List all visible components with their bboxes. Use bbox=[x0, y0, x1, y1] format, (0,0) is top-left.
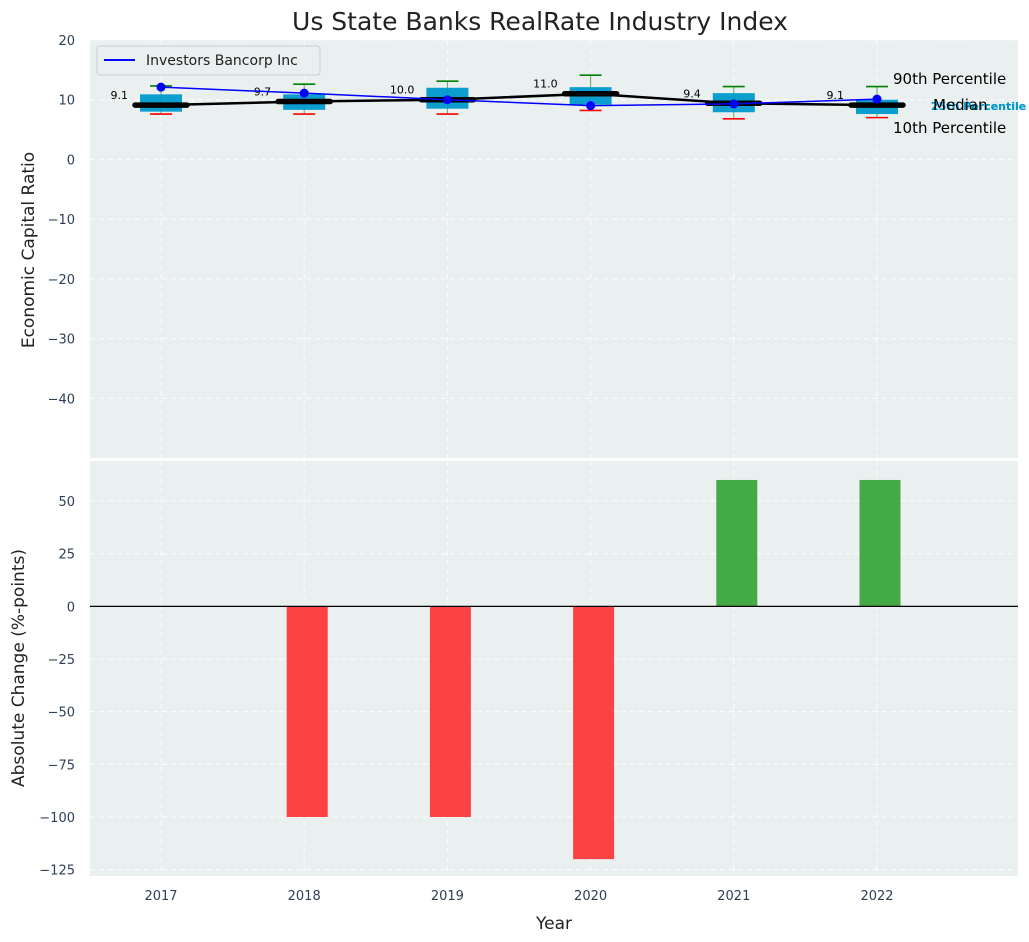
median-value-label: 10.0 bbox=[390, 84, 415, 97]
top-y-tick-label: 0 bbox=[67, 153, 75, 168]
company-series-point bbox=[586, 101, 596, 111]
company-series-line bbox=[160, 86, 878, 107]
p10-annotation: 10th Percentile bbox=[893, 119, 1006, 137]
x-tick-label: 2021 bbox=[717, 889, 750, 904]
top-y-tick-label: −40 bbox=[48, 392, 75, 407]
median-value-label: 9.4 bbox=[683, 87, 701, 100]
x-tick-label: 2017 bbox=[144, 889, 177, 904]
median-value-label: 11.0 bbox=[533, 78, 558, 91]
change-bar bbox=[429, 606, 471, 818]
company-series-point bbox=[299, 88, 309, 98]
p25-annotation: 25th Percentile bbox=[931, 100, 1026, 113]
x-axis-title: Year bbox=[535, 914, 572, 934]
median-value-label: 9.1 bbox=[827, 89, 845, 102]
change-bar bbox=[573, 606, 615, 860]
p90-annotation: 90th Percentile bbox=[893, 70, 1006, 88]
company-series-point bbox=[729, 99, 739, 109]
company-series-point bbox=[156, 82, 166, 92]
top-y-tick-label: 20 bbox=[58, 34, 75, 49]
x-tick-label: 2019 bbox=[431, 889, 464, 904]
p75-annotation: 75th Percentile bbox=[931, 100, 1026, 113]
bottom-y-tick-label: −100 bbox=[39, 811, 75, 826]
top-y-tick-label: −20 bbox=[48, 273, 75, 288]
change-bar bbox=[286, 606, 328, 818]
legend-box bbox=[96, 45, 321, 76]
bottom-y-tick-label: 50 bbox=[58, 495, 75, 510]
bottom-y-tick-label: −125 bbox=[39, 864, 75, 879]
chart-marks: 20 10 0 −10 −20 −30 −40 50 25 0 −25 −50 −75 −100 −125 2… bbox=[39, 34, 1026, 904]
top-y-tick-label: −30 bbox=[48, 333, 75, 348]
bottom-y-tick-label: 0 bbox=[67, 600, 75, 615]
company-series-point bbox=[442, 95, 452, 105]
x-tick-label: 2018 bbox=[288, 889, 321, 904]
change-bar bbox=[859, 479, 901, 607]
legend-label: Investors Bancorp Inc bbox=[146, 53, 298, 69]
chart-title: Us State Banks RealRate Industry Index bbox=[292, 7, 788, 36]
median-annotation: Median bbox=[933, 96, 988, 114]
bottom-y-tick-label: 25 bbox=[58, 548, 75, 563]
bottom-y-axis-title: Absolute Change (%-points) bbox=[9, 549, 29, 787]
bottom-y-tick-label: −50 bbox=[48, 706, 75, 721]
change-bar bbox=[716, 479, 758, 607]
x-tick-label: 2020 bbox=[574, 889, 607, 904]
company-series-point bbox=[872, 94, 882, 104]
top-y-tick-label: −10 bbox=[48, 213, 75, 228]
bottom-y-tick-label: −25 bbox=[48, 653, 75, 668]
top-y-axis-title: Economic Capital Ratio bbox=[19, 152, 39, 348]
x-tick-label: 2022 bbox=[860, 889, 893, 904]
top-y-tick-label: 10 bbox=[58, 94, 75, 109]
median-value-label: 9.1 bbox=[111, 89, 129, 102]
bottom-y-tick-label: −75 bbox=[48, 758, 75, 773]
